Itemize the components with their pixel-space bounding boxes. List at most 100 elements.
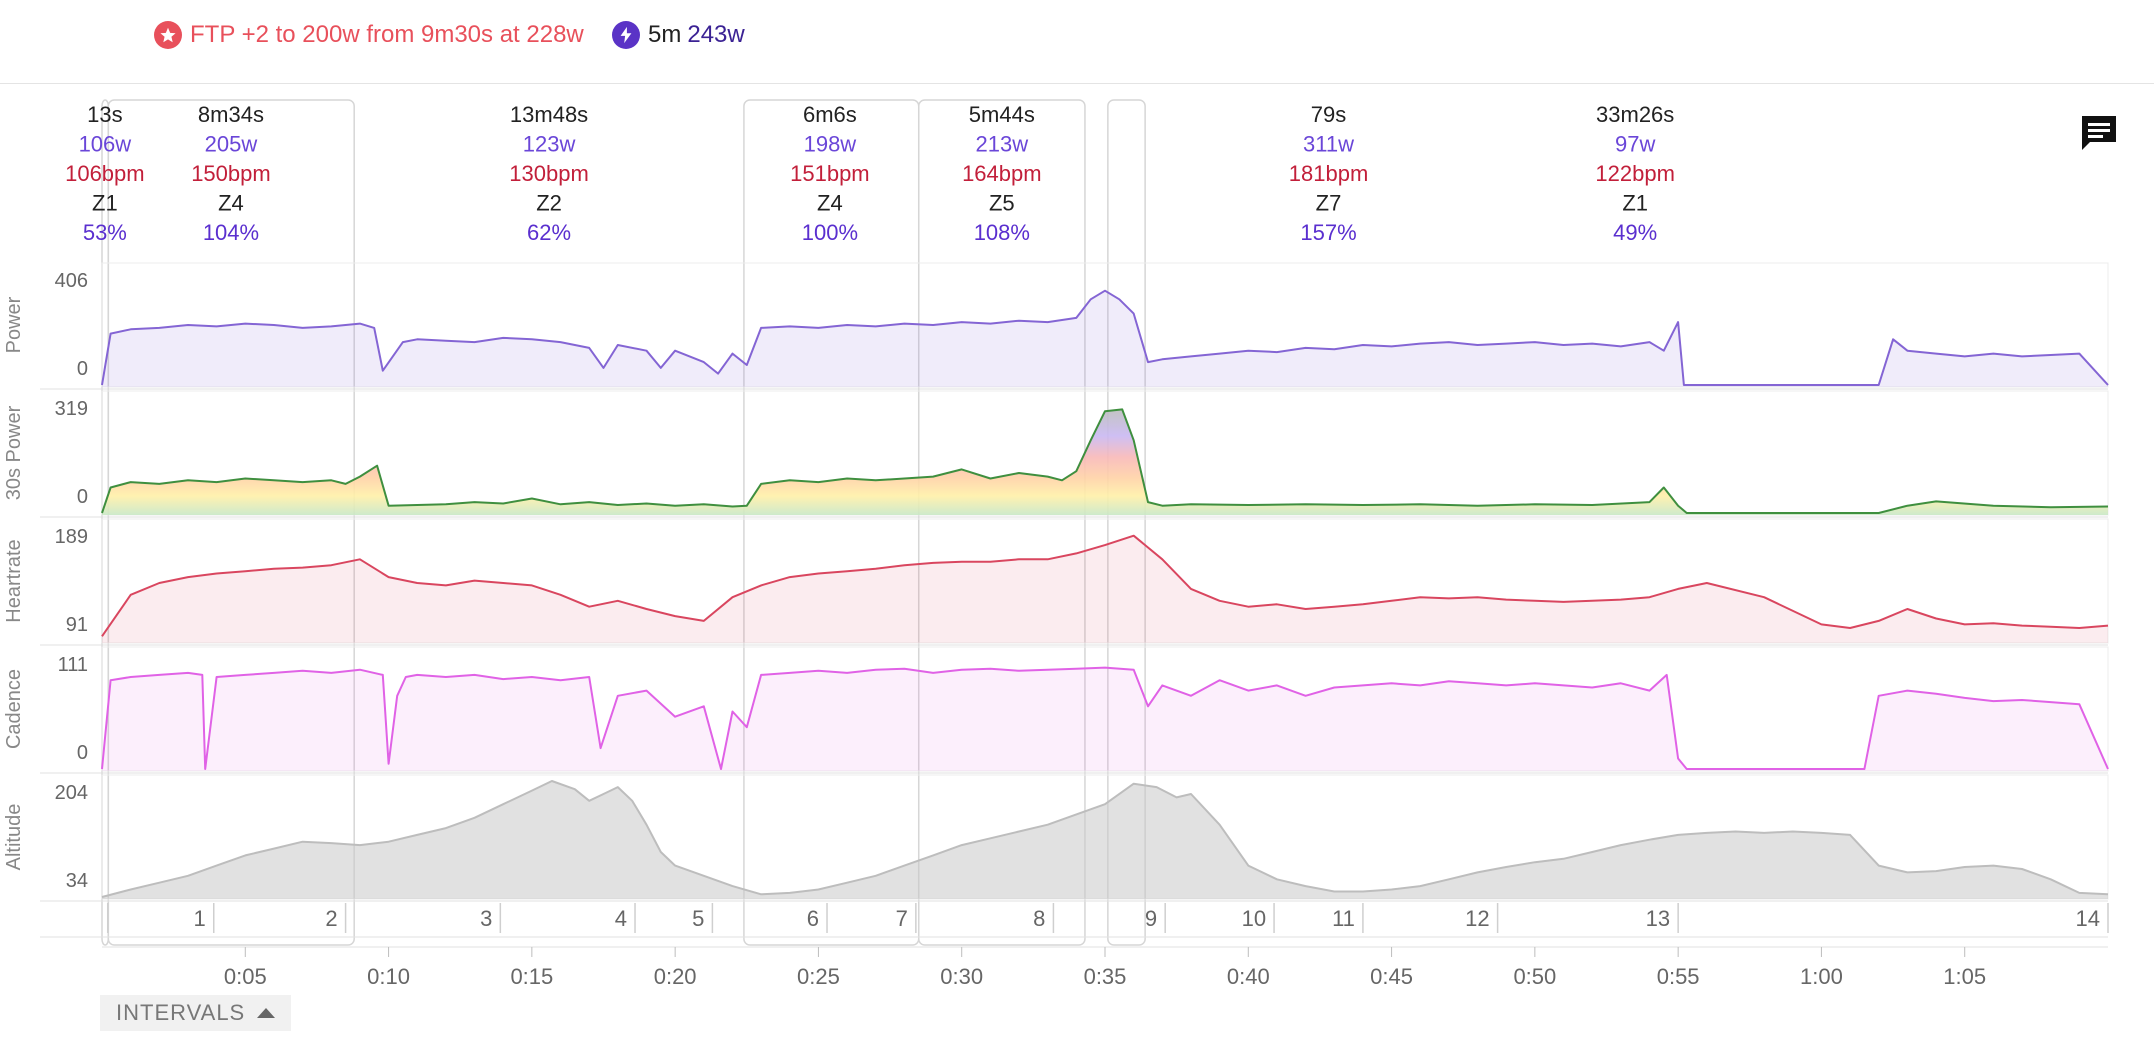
interval-zone: Z5 (989, 191, 1015, 216)
lap-marker-5[interactable]: 5 (692, 903, 714, 933)
lap-marker-1[interactable]: 1 (106, 903, 215, 933)
activity-chart[interactable]: Power 406 0 30s Power 319 0 Heartrate 189 9 1 Cade… (0, 85, 2154, 1050)
header-bar: FTP +2 to 200w from 9m30s at 228w 5m 243… (0, 0, 2154, 84)
series-area (102, 409, 2108, 515)
lap-marker-13[interactable]: 13 (1646, 903, 1679, 933)
activity-chart-panel: Power 406 0 30s Power 319 0 Heartrate 189 9 1 Cade… (0, 85, 2154, 1050)
y-tick-label: 189 (55, 526, 88, 548)
y-tick-label: 0 (77, 742, 88, 764)
y-axis-label: 30s Power (3, 405, 25, 500)
x-tick-label: 1:00 (1800, 964, 1843, 989)
interval-hr: 181bpm (1289, 161, 1369, 186)
intervals-toggle-label: INTERVALS (116, 1000, 246, 1025)
interval-watts: 97w (1615, 132, 1655, 157)
interval-watts: 311w (1303, 132, 1354, 157)
lap-label: 7 (896, 906, 908, 931)
lap-marker-7[interactable]: 7 (896, 903, 917, 933)
interval-zone: Z4 (218, 191, 244, 216)
x-tick-label: 0:25 (797, 964, 840, 989)
y-axis-label: Cadence (3, 669, 25, 749)
interval-duration: 79s (1311, 102, 1346, 127)
interval-duration: 6m6s (803, 102, 857, 127)
lap-marker-4[interactable]: 4 (615, 903, 636, 933)
panel-power: Power 406 0 (3, 262, 2109, 390)
series-line (101, 408, 2109, 514)
interval-hr: 130bpm (509, 161, 589, 186)
y-tick-label: 319 (55, 398, 88, 420)
peak-value: 243w (687, 21, 745, 48)
lap-label: 2 (325, 906, 337, 931)
interval-pct: 53% (83, 220, 127, 245)
series-line (101, 666, 2109, 770)
x-tick-label: 0:30 (940, 964, 983, 989)
lap-marker-11[interactable]: 11 (1332, 903, 1364, 933)
interval-pct: 62% (527, 220, 571, 245)
interval-highlight-4[interactable] (917, 99, 1086, 946)
y-tick-label: 111 (58, 654, 88, 676)
interval-zone: Z1 (92, 191, 118, 216)
interval-highlight-2[interactable] (107, 99, 355, 946)
interval-stat-1[interactable]: 13s 106w 106bpm Z1 53% (65, 102, 145, 245)
intervals-toggle-button[interactable]: INTERVALS (100, 995, 292, 1031)
lap-label: 11 (1332, 906, 1355, 931)
interval-stat-2[interactable]: 8m34s 205w 150bpm Z4 104% (191, 102, 271, 245)
y-tick-label: 0 (77, 358, 88, 380)
interval-duration: 8m34s (198, 102, 264, 127)
lap-marker-6[interactable]: 6 (807, 903, 828, 933)
interval-watts: 205w (205, 132, 258, 157)
lap-label: 3 (480, 906, 492, 931)
comment-icon[interactable] (2078, 112, 2120, 154)
y-axis-label: Altitude (3, 804, 25, 871)
interval-duration: 33m26s (1596, 102, 1674, 127)
interval-highlight-5[interactable] (1107, 99, 1146, 946)
interval-stat-6[interactable]: 79s 311w 181bpm Z7 157% (1289, 102, 1369, 245)
interval-duration: 13s (87, 102, 122, 127)
x-tick-label: 0:10 (367, 964, 410, 989)
interval-zone: Z2 (536, 191, 562, 216)
panel-frame (101, 518, 2109, 644)
series-area (102, 667, 2108, 771)
peak-power-badge[interactable]: 5m 243w (612, 18, 745, 52)
lap-label: 1 (194, 906, 206, 931)
series-line (101, 780, 2109, 898)
lap-marker-10[interactable]: 10 (1242, 903, 1275, 933)
lap-label: 8 (1033, 906, 1045, 931)
interval-pct: 104% (203, 220, 259, 245)
series-area (102, 535, 2108, 643)
x-tick-label: 0:45 (1370, 964, 1413, 989)
interval-pct: 108% (974, 220, 1030, 245)
lap-label: 9 (1145, 906, 1157, 931)
ftp-change-badge[interactable]: FTP +2 to 200w from 9m30s at 228w (154, 18, 584, 52)
lap-marker-2[interactable]: 2 (325, 903, 347, 933)
series-area (102, 781, 2108, 899)
interval-hr: 151bpm (790, 161, 870, 186)
panel-heartrate: Heartrate 189 91 (3, 518, 2109, 646)
interval-pct: 49% (1613, 220, 1657, 245)
lap-marker-12[interactable]: 12 (1465, 903, 1499, 933)
interval-hr: 122bpm (1595, 161, 1675, 186)
interval-stat-3[interactable]: 13m48s 123w 130bpm Z2 62% (509, 102, 589, 245)
y-axis-label: Power (3, 296, 25, 353)
interval-zone: Z1 (1622, 191, 1648, 216)
lap-markers[interactable]: 1 2 3 4 5 6 7 8 9 10 11 12 13 14 (40, 903, 2109, 938)
lap-label: 13 (1646, 906, 1670, 931)
interval-stat-7[interactable]: 33m26s 97w 122bpm Z1 49% (1595, 102, 1675, 245)
lap-label: 12 (1465, 906, 1489, 931)
x-tick-label: 0:05 (224, 964, 267, 989)
lap-marker-14[interactable]: 14 (2076, 903, 2109, 933)
panel-frame (101, 262, 2109, 388)
panel-30s-power: 30s Power 319 0 (3, 390, 2109, 518)
chart-panels: Power 406 0 30s Power 319 0 Heartrate 189 91 Cade… (3, 262, 2109, 902)
lap-marker-8[interactable]: 8 (1033, 903, 1055, 933)
x-tick-label: 0:20 (654, 964, 697, 989)
lap-marker-9[interactable]: 9 (1145, 903, 1166, 933)
lap-label: 10 (1242, 906, 1266, 931)
x-tick-label: 1:05 (1943, 964, 1986, 989)
y-tick-label: 406 (55, 270, 88, 292)
interval-highlights (101, 99, 1146, 946)
lap-marker-3[interactable]: 3 (480, 903, 502, 933)
y-axis-label: Heartrate (3, 539, 25, 622)
interval-pct: 100% (802, 220, 858, 245)
interval-stat-4[interactable]: 6m6s 198w 151bpm Z4 100% (790, 102, 870, 245)
interval-stat-5[interactable]: 5m44s 213w 164bpm Z5 108% (962, 102, 1042, 245)
